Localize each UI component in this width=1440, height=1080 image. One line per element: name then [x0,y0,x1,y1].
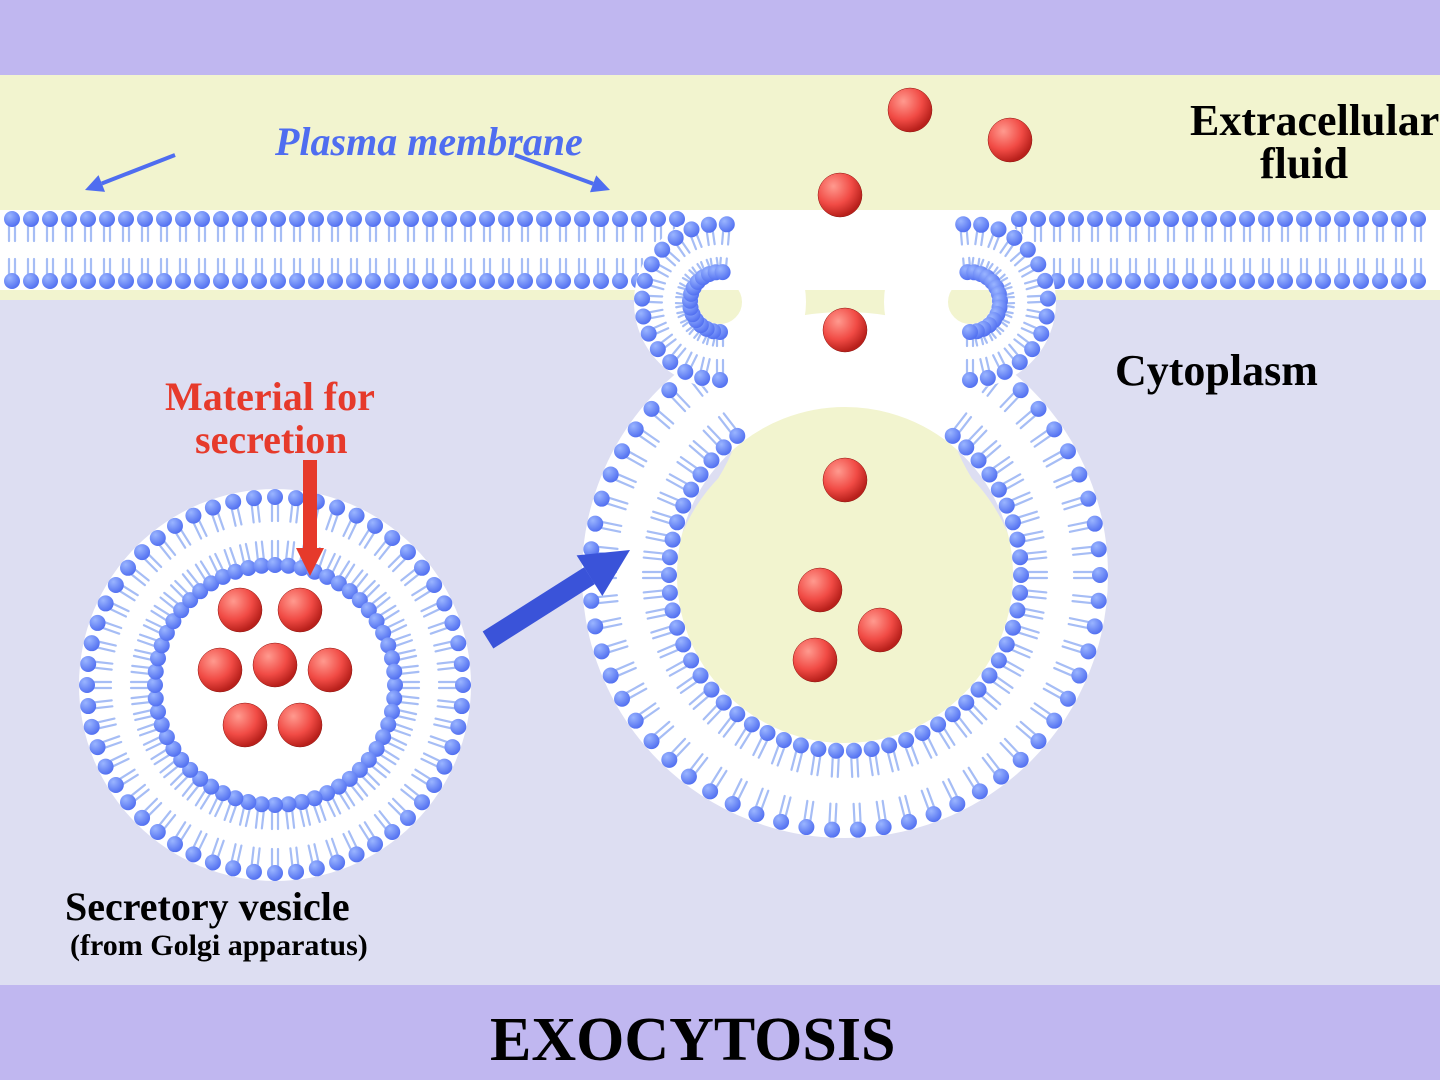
title: EXOCYTOSIS [490,1006,895,1074]
diagram-svg: Plasma membrane Extracellularfluid Cytopla… [0,0,1440,1080]
secretion2: secretion [195,417,348,462]
plasma: Plasma membrane [274,119,583,164]
diagram-stage: Plasma membrane Extracellularfluid Cytopla… [0,0,1440,1080]
vesicle1: Secretory vesicle [65,884,350,929]
secretion1: Material for [165,374,375,419]
vesicle2: (from Golgi apparatus) [70,929,368,962]
extracellular1: Extracellular [1190,96,1439,145]
extracellular2: fluid [1260,139,1348,188]
cytoplasm: Cytoplasm [1115,346,1318,395]
